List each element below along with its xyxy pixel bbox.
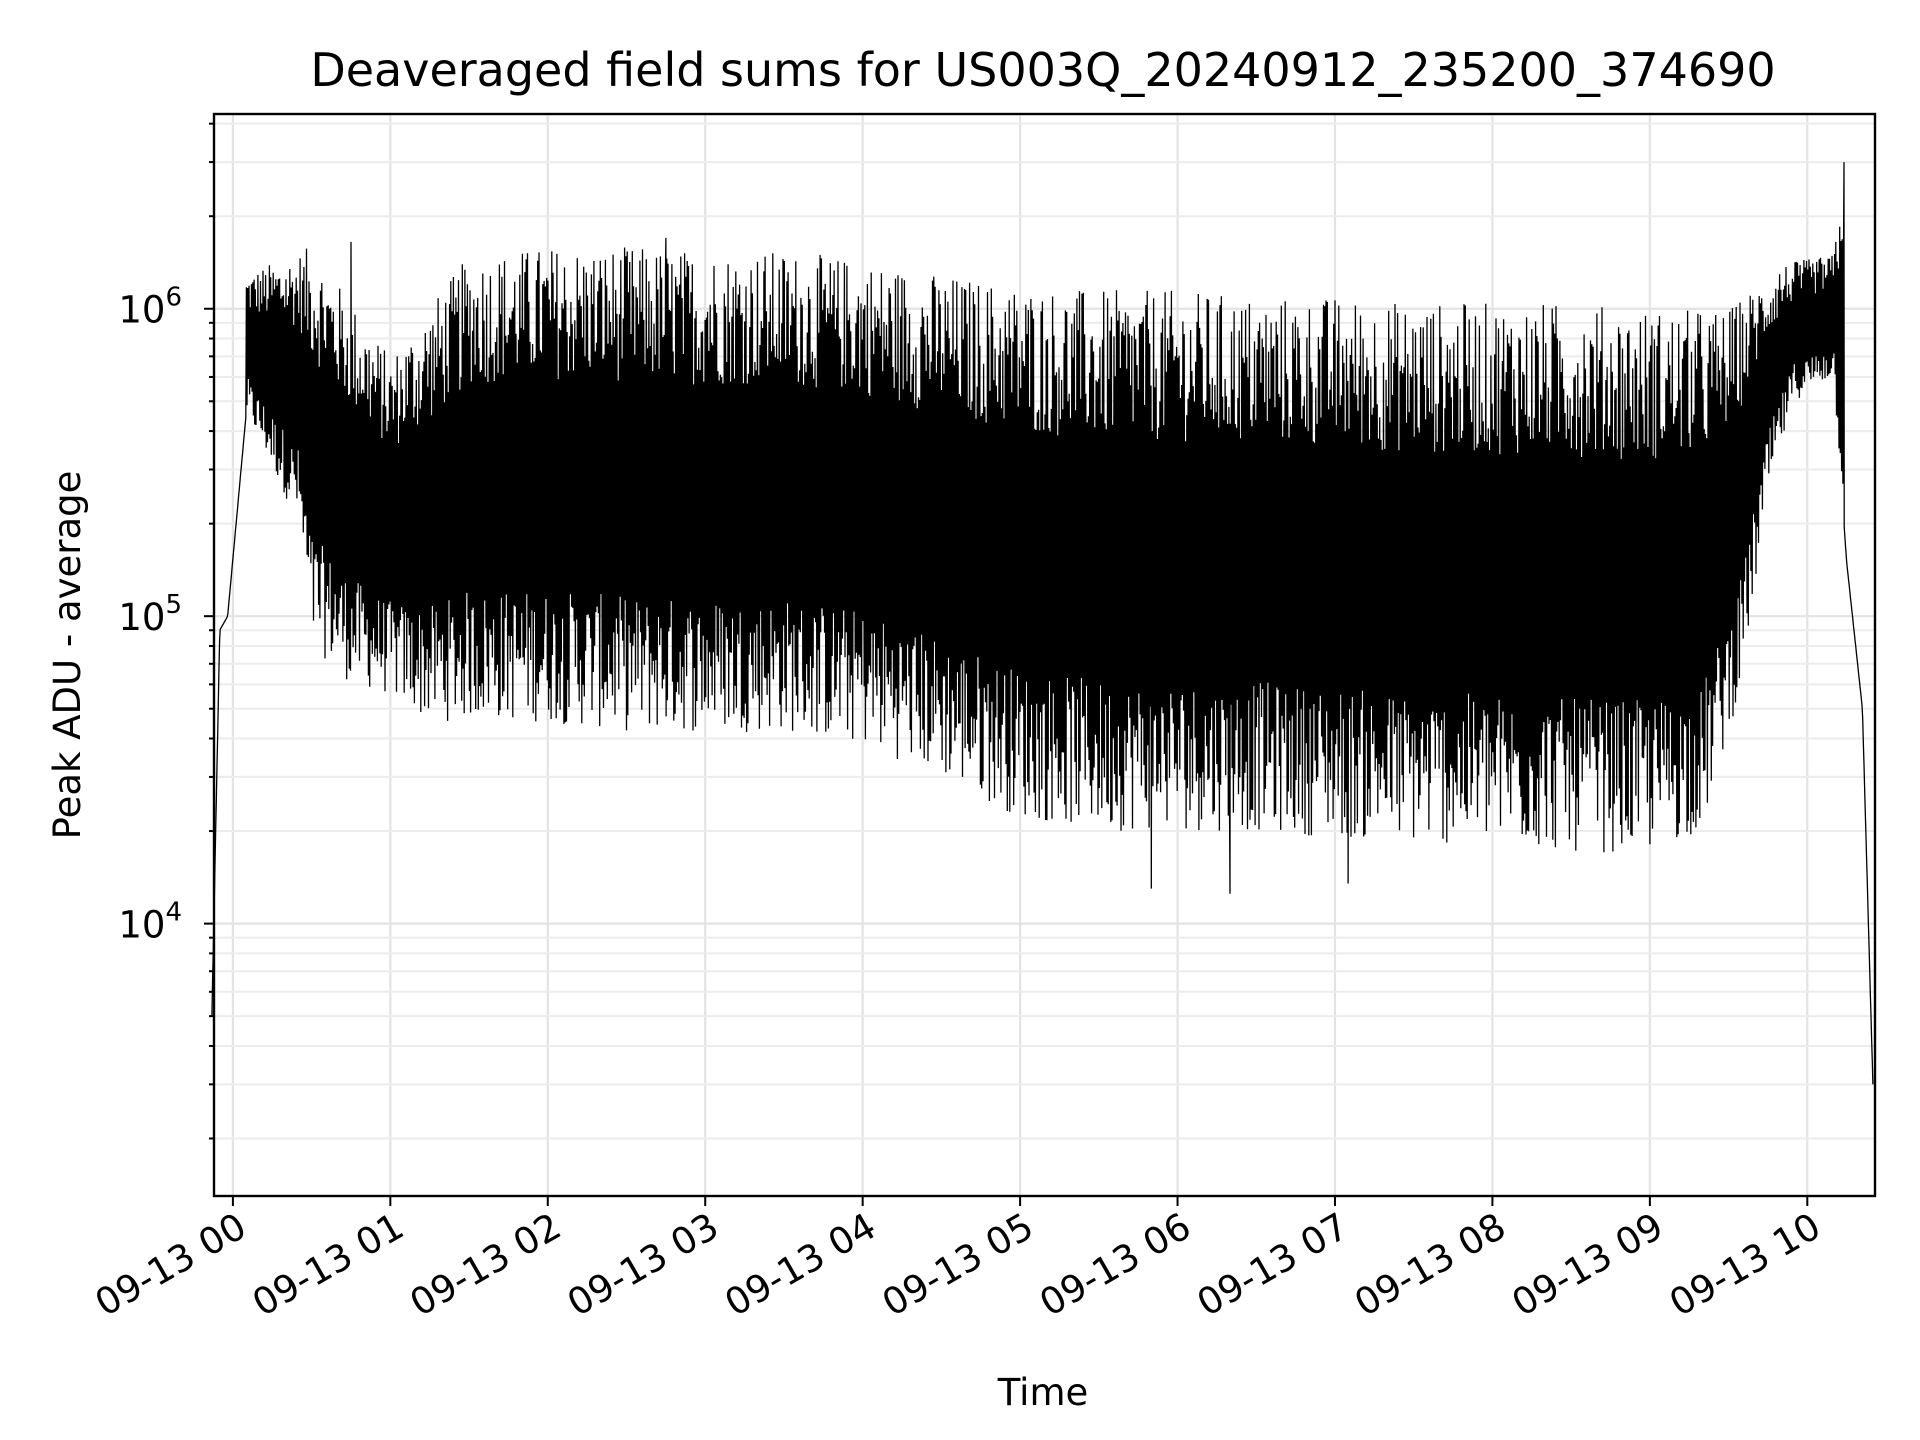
y-tick-exponent: 4 [165, 898, 182, 928]
y-tick-label: 104 [118, 898, 182, 947]
plot-frame [212, 112, 1877, 1198]
y-tick-base: 10 [118, 289, 165, 332]
series-line [211, 162, 1874, 1085]
y-tick-exponent: 5 [165, 590, 182, 620]
y-tick-label: 106 [118, 283, 182, 332]
chart-title: Deaveraged field sums for US003Q_2024091… [310, 43, 1775, 97]
y-tick-base: 10 [118, 904, 165, 947]
series-layer [211, 162, 1874, 1085]
y-tick-label: 105 [118, 590, 182, 639]
x-axis-label: Time [997, 1371, 1089, 1414]
y-tick-exponent: 6 [165, 283, 182, 313]
y-axis-label: Peak ADU - average [46, 471, 89, 840]
y-tick-base: 10 [118, 596, 165, 639]
